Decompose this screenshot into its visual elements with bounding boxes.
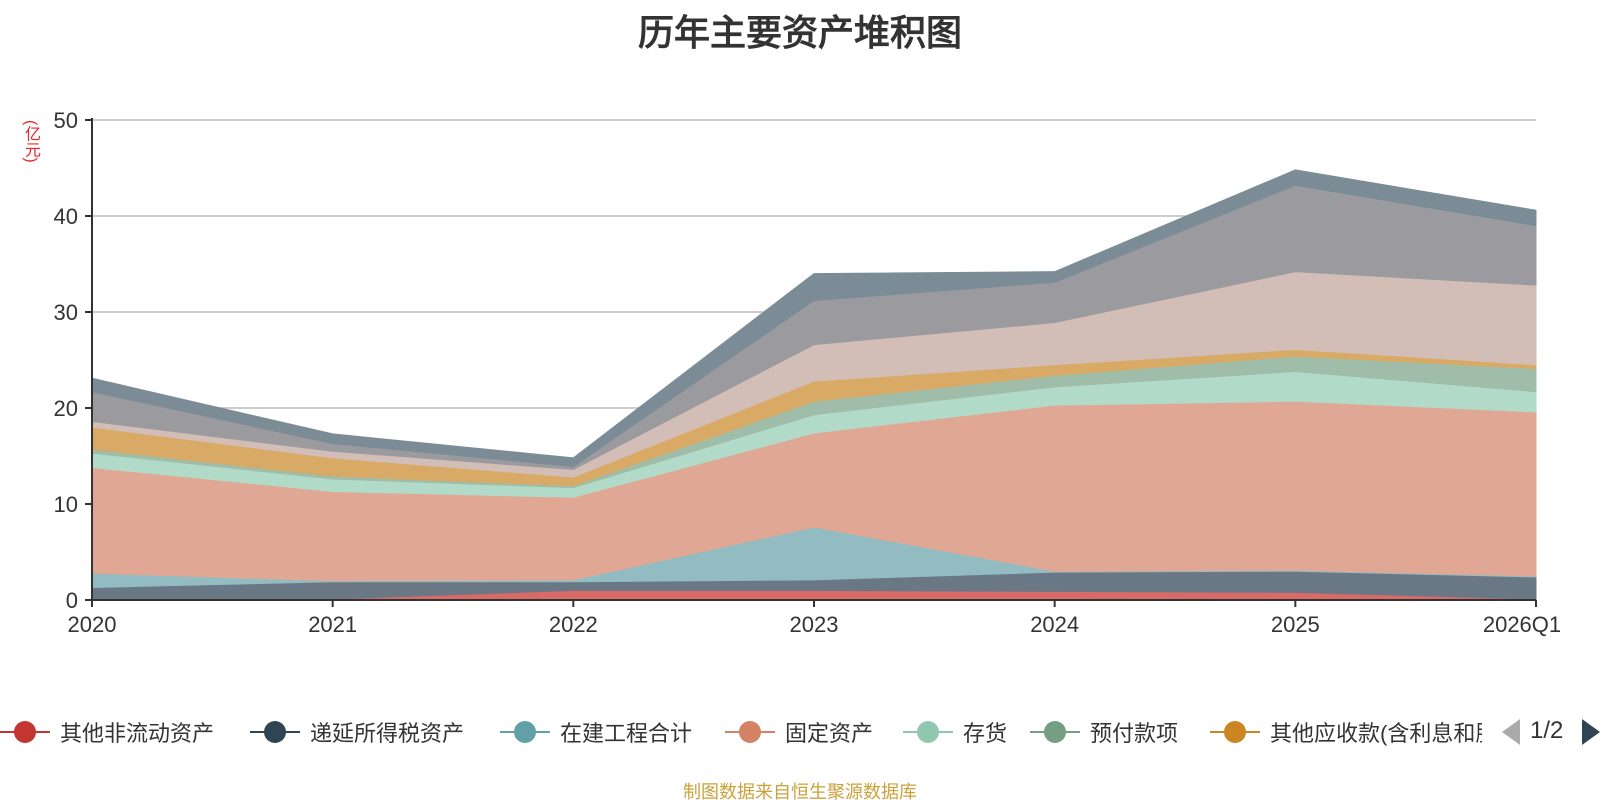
legend-next-page-icon[interactable] xyxy=(1582,719,1600,745)
y-tick-label: 20 xyxy=(54,396,78,421)
legend-swatch xyxy=(1030,715,1080,749)
axes: 0 10 20 30 40 50 2020 2021 2022 2023 2024 2025 2026Q… xyxy=(54,108,1562,637)
legend-label: 其他应收款(含利息和股利) xyxy=(1270,721,1482,746)
legend-item[interactable]: 其他非流动资产 xyxy=(0,715,214,749)
legend-item[interactable]: 在建工程合计 xyxy=(500,715,692,749)
chart-title: 历年主要资产堆积图 xyxy=(637,12,962,53)
legend-item[interactable]: 递延所得税资产 xyxy=(250,715,464,749)
legend-swatch xyxy=(1210,715,1260,749)
legend-label: 存货 xyxy=(963,721,1008,746)
legend-label: 其他非流动资产 xyxy=(60,721,215,746)
legend-swatch xyxy=(500,715,550,749)
legend-page-indicator: 1/2 xyxy=(1530,717,1564,744)
legend-items: 其他非流动资产 递延所得税资产 在建工程合计 固定资产 存货 预付款项 其他应收款(含利息和… xyxy=(0,715,1482,749)
y-tick-label: 50 xyxy=(54,108,78,133)
data-source-note: 制图数据来自恒生聚源数据库 xyxy=(683,782,917,802)
y-tick-label: 0 xyxy=(66,588,78,613)
x-tick-label: 2025 xyxy=(1271,612,1320,637)
legend-label: 固定资产 xyxy=(785,721,874,746)
x-tick-label: 2020 xyxy=(68,612,117,637)
legend-item[interactable]: 固定资产 xyxy=(725,715,873,749)
legend-label: 递延所得税资产 xyxy=(310,721,465,746)
area-series xyxy=(91,169,1537,468)
legend-item[interactable]: 其他应收款(含利息和股利) xyxy=(1210,715,1482,749)
legend-label: 预付款项 xyxy=(1090,721,1179,746)
x-tick-label: 2021 xyxy=(308,612,357,637)
legend-item[interactable]: 预付款项 xyxy=(1030,715,1178,749)
y-tick-label: 40 xyxy=(54,204,78,229)
legend-item[interactable]: 存货 xyxy=(903,715,1007,749)
legend-swatch xyxy=(725,715,775,749)
x-tick-label: 2024 xyxy=(1030,612,1079,637)
y-tick-label: 30 xyxy=(54,300,78,325)
legend: 其他非流动资产 递延所得税资产 在建工程合计 固定资产 存货 预付款项 其他应收款(含利息和… xyxy=(0,715,1600,749)
y-tick-label: 10 xyxy=(54,492,78,517)
x-tick-label: 2023 xyxy=(790,612,839,637)
stacked-area-chart: 0 10 20 30 40 50 2020 2021 2022 2023 2024 2025 2026Q… xyxy=(54,108,1562,637)
area-series-layer xyxy=(91,169,1537,601)
y-axis-unit-label: (亿元) xyxy=(22,120,39,163)
legend-pager: 1/2 xyxy=(1500,715,1600,749)
x-tick-label: 2022 xyxy=(549,612,598,637)
legend-label: 在建工程合计 xyxy=(560,721,693,746)
legend-swatch xyxy=(903,715,953,749)
legend-swatch xyxy=(250,715,300,749)
x-tick-label: 2026Q1 xyxy=(1483,612,1561,637)
legend-swatch xyxy=(0,715,50,749)
legend-prev-page-icon[interactable] xyxy=(1502,719,1520,745)
